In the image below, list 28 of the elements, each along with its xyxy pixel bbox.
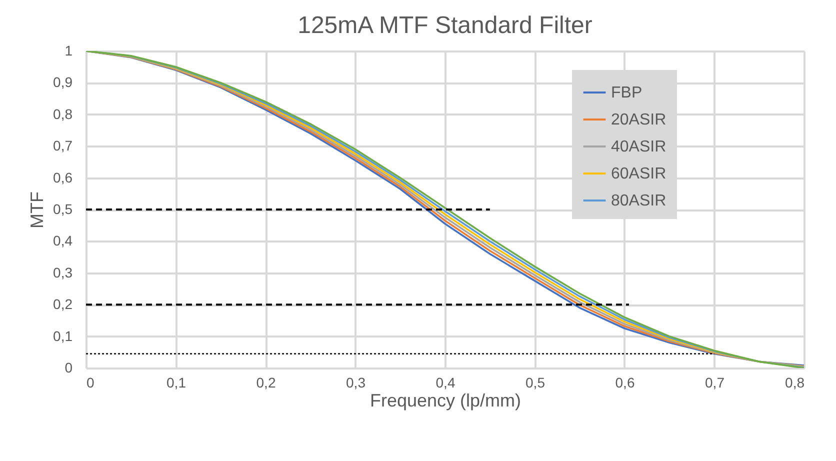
- y-tick-label: 0,1: [53, 328, 73, 344]
- y-tick-label: 0,6: [53, 169, 73, 186]
- x-tick-label: 0,4: [436, 374, 456, 390]
- y-tick-label: 0,2: [53, 296, 73, 312]
- y-tick-label: 0,4: [53, 232, 73, 249]
- x-tick-label: 0,6: [615, 374, 635, 390]
- x-tick-label: 0,3: [346, 374, 366, 390]
- legend-label: FBP: [611, 84, 642, 102]
- y-tick-label: 1: [64, 42, 73, 58]
- y-tick-label: 0: [64, 360, 73, 376]
- legend-label: 80ASIR: [611, 192, 666, 210]
- legend-label: 40ASIR: [611, 138, 666, 156]
- x-tick-label: 0,2: [256, 374, 276, 390]
- x-axis-title: Frequency (lp/mm): [370, 390, 522, 410]
- y-tick-label: 0,8: [53, 106, 73, 122]
- y-tick-label: 0,3: [53, 264, 73, 280]
- legend-label: 60ASIR: [611, 166, 666, 182]
- y-tick-label: 0,9: [53, 74, 73, 90]
- y-tick-label: 0,5: [53, 201, 73, 217]
- y-axis-title: MTF: [27, 192, 48, 228]
- x-tick-label: 0: [86, 374, 94, 390]
- x-tick-label: 0,1: [166, 374, 186, 390]
- chart-title: 125mA MTF Standard Filter: [298, 12, 592, 39]
- x-tick-label: 0,5: [526, 374, 546, 390]
- x-tick-label: 0,7: [705, 374, 725, 390]
- legend-label: 20ASIR: [611, 112, 666, 128]
- y-tick-label: 0,7: [53, 138, 73, 154]
- x-tick-label: 0,8: [785, 374, 805, 390]
